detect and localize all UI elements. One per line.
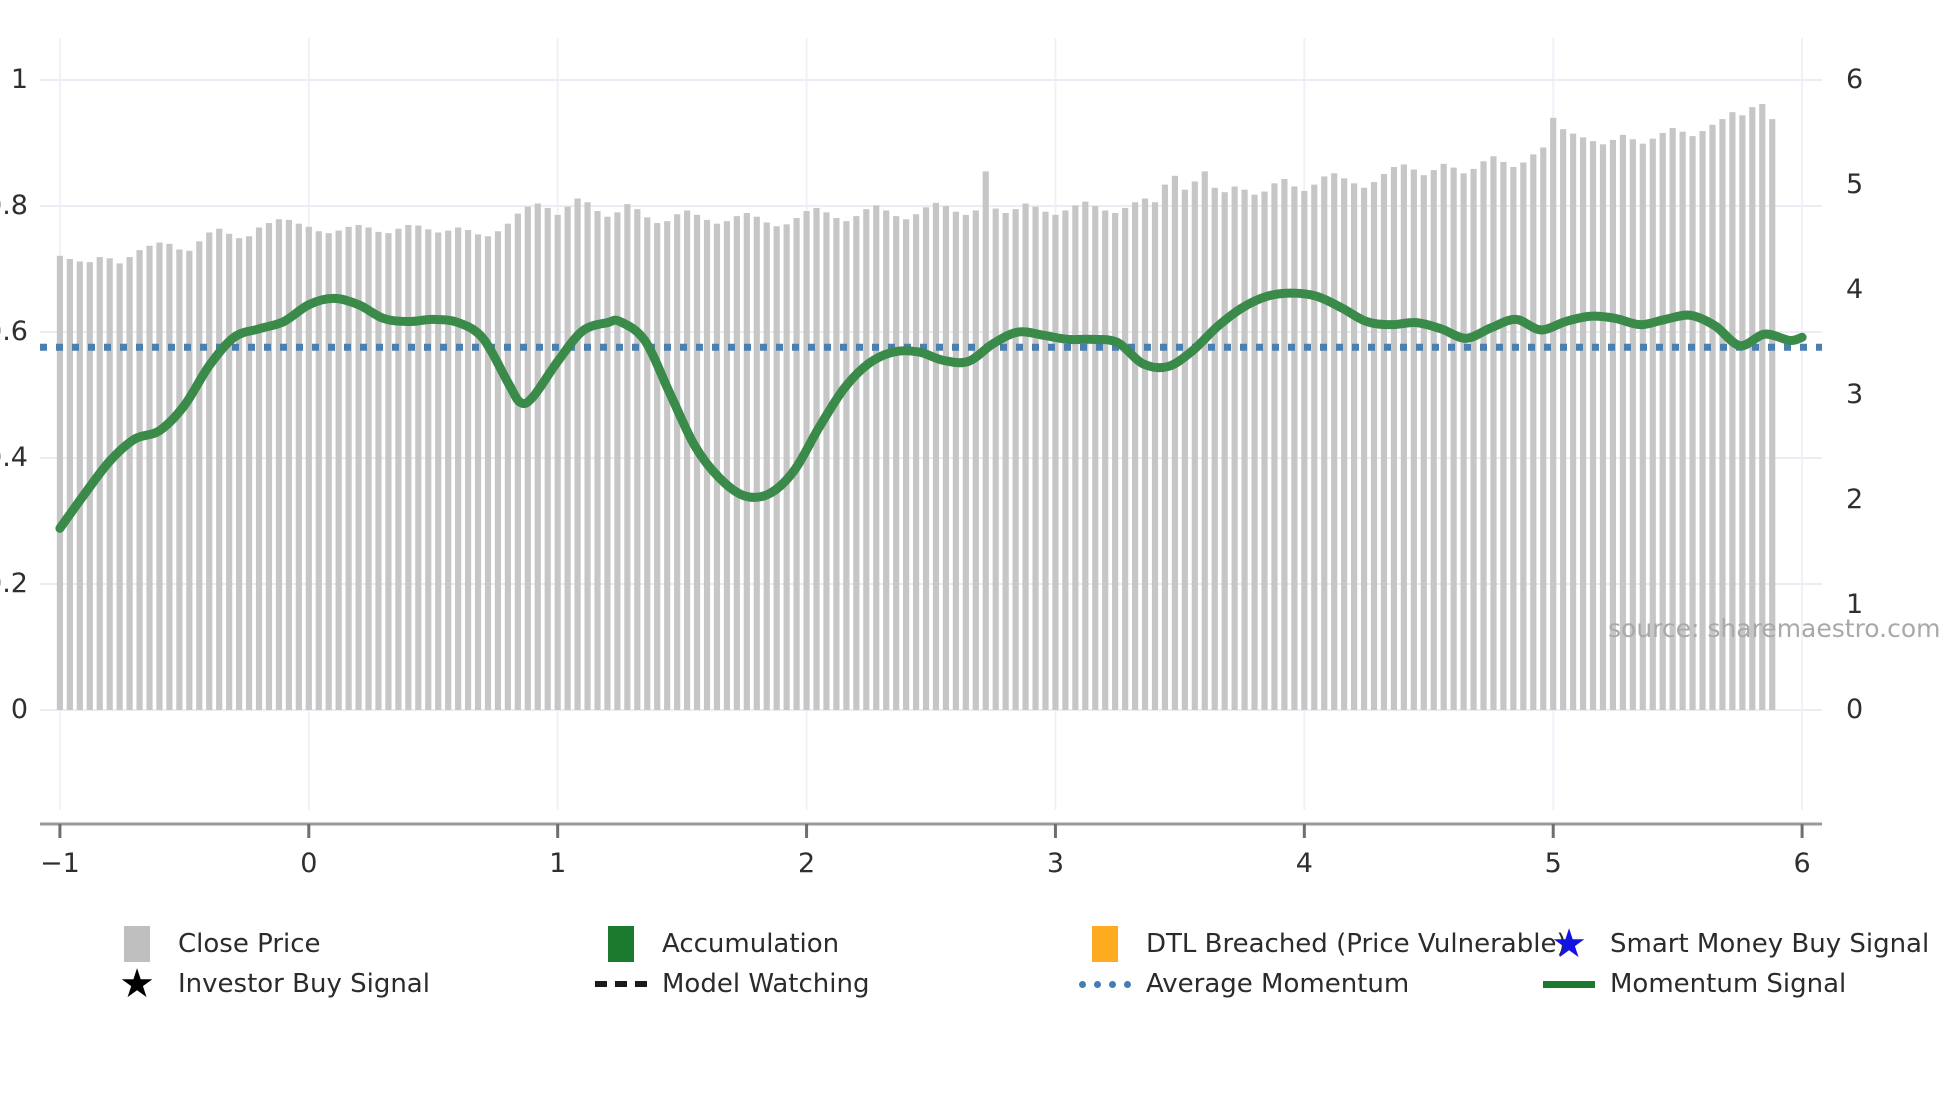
legend-label-close-price: Close Price xyxy=(178,929,321,959)
plot-canvas xyxy=(40,38,1822,838)
legend-label-investor-buy: Investor Buy Signal xyxy=(178,969,430,999)
legend-label-momentum-signal: Momentum Signal xyxy=(1610,969,1847,999)
close-price-swatch-icon xyxy=(110,926,164,962)
model-watching-dashed-line-icon xyxy=(594,981,648,987)
average-momentum-dotted-line-icon xyxy=(1078,980,1132,988)
legend-label-average-momentum: Average Momentum xyxy=(1146,969,1410,999)
right-tick-5: 5 xyxy=(1846,169,1864,201)
legend-row-1: Close Price Accumulation DTL Breached (P… xyxy=(0,918,1960,970)
left-tick-1: 0.2 xyxy=(0,568,28,599)
legend-item-model-watching[interactable]: Model Watching xyxy=(594,958,869,1010)
legend-item-accumulation[interactable]: Accumulation xyxy=(594,918,839,970)
legend-label-dtl-breached: DTL Breached (Price Vulnerable) xyxy=(1146,929,1567,959)
right-tick-2: 2 xyxy=(1846,484,1864,516)
legend-item-investor-buy-signal[interactable]: ★ Investor Buy Signal xyxy=(110,958,430,1010)
right-tick-3: 3 xyxy=(1846,379,1864,411)
x-tick-6: 5 xyxy=(1544,848,1562,879)
x-axis xyxy=(40,822,1822,838)
left-tick-5: 1 xyxy=(10,64,28,96)
left-tick-2: 0.4 xyxy=(0,442,28,474)
right-tick-0: 0 xyxy=(1846,694,1864,725)
source-note: source: sharemaestro.com xyxy=(1608,614,1941,643)
x-tick-3: 2 xyxy=(797,848,816,879)
bar-series xyxy=(56,103,1776,711)
smart-money-star-icon: ★ xyxy=(1551,921,1587,967)
x-tick-7: 6 xyxy=(1793,848,1811,879)
legend-item-dtl-breached[interactable]: DTL Breached (Price Vulnerable) xyxy=(1078,918,1567,970)
right-tick-1: 1 xyxy=(1846,589,1864,620)
x-tick-0: −1 xyxy=(40,848,80,879)
legend-item-average-momentum[interactable]: Average Momentum xyxy=(1078,958,1409,1010)
dtl-breached-swatch-icon xyxy=(1078,926,1132,962)
x-tick-4: 3 xyxy=(1046,848,1065,879)
investor-buy-star-icon: ★ xyxy=(119,961,155,1007)
legend-row-2: ★ Investor Buy Signal Model Watching Ave… xyxy=(0,958,1960,1010)
left-tick-4: 0.8 xyxy=(0,190,28,222)
right-tick-6: 6 xyxy=(1846,64,1864,96)
x-tick-1: 0 xyxy=(300,848,318,879)
x-tick-2: 1 xyxy=(549,848,567,879)
legend-item-smart-money-buy-signal[interactable]: ★ Smart Money Buy Signal xyxy=(1542,918,1929,970)
left-tick-3: 0.6 xyxy=(0,316,28,348)
momentum-signal-line xyxy=(55,288,1807,533)
legend-item-close-price[interactable]: Close Price xyxy=(110,918,321,970)
chart-legend: Close Price Accumulation DTL Breached (P… xyxy=(0,918,1960,1038)
left-tick-0: 0 xyxy=(10,694,28,725)
legend-label-accumulation: Accumulation xyxy=(662,929,840,959)
momentum-signal-solid-line-icon xyxy=(1542,980,1596,988)
right-tick-4: 4 xyxy=(1846,274,1864,306)
legend-label-smart-money: Smart Money Buy Signal xyxy=(1610,929,1930,959)
legend-label-model-watching: Model Watching xyxy=(662,969,870,999)
x-tick-5: 4 xyxy=(1295,848,1313,879)
plot-area xyxy=(40,38,1822,838)
accumulation-swatch-icon xyxy=(594,926,648,962)
legend-item-momentum-signal[interactable]: Momentum Signal xyxy=(1542,958,1846,1010)
